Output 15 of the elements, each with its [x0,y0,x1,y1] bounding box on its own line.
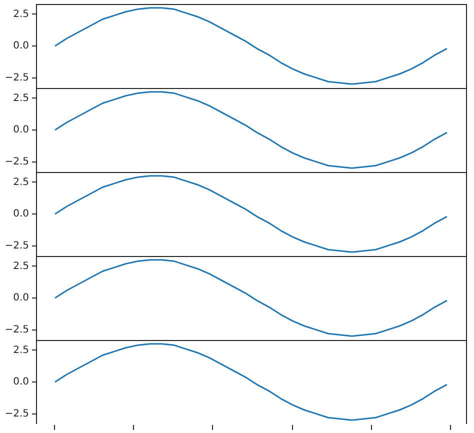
y-tick-label: −2.5 [4,408,29,420]
y-tick-label: 2.5 [13,92,29,104]
y-tick-label: 0.0 [13,124,29,136]
y-tick-label: 0.0 [13,376,29,388]
y-tick-label: 0.0 [13,292,29,304]
y-tick-label: 0.0 [13,208,29,220]
y-tick-label: 2.5 [13,344,29,356]
y-tick-label: 2.5 [13,260,29,272]
y-tick-label: −2.5 [4,324,29,336]
y-tick-label: −2.5 [4,156,29,168]
y-tick-label: −2.5 [4,72,29,84]
y-tick-label: 2.5 [13,176,29,188]
y-tick-label: 0.0 [13,40,29,52]
y-tick-label: 2.5 [13,8,29,20]
y-tick-label: −2.5 [4,240,29,252]
